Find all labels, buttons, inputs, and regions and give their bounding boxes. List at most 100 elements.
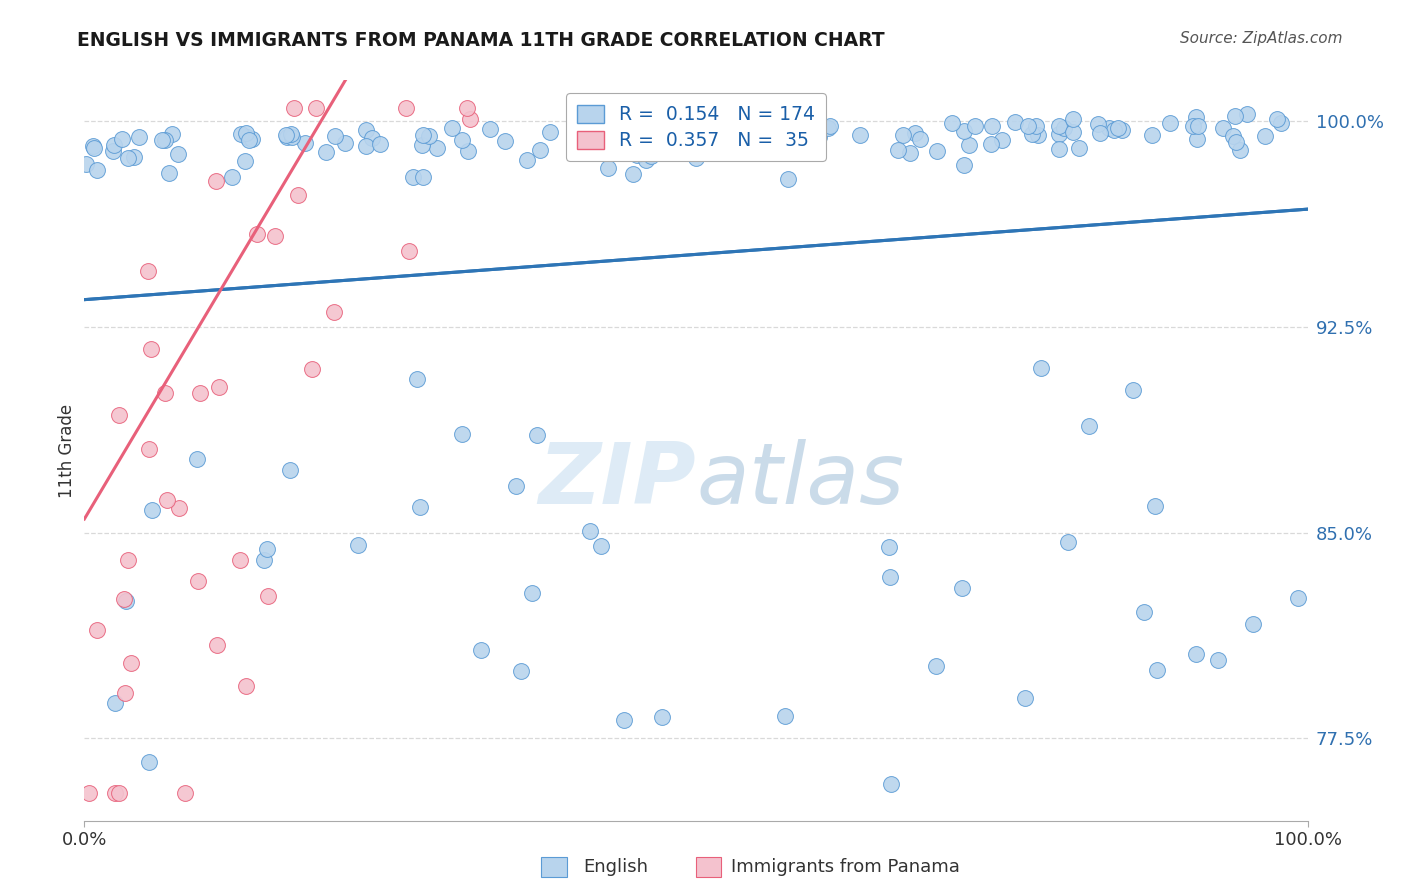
Point — [1087, 117, 1109, 131]
Point — [1047, 143, 1070, 157]
Point — [280, 128, 302, 142]
Point — [456, 101, 478, 115]
Point — [1122, 383, 1144, 397]
Point — [849, 128, 872, 142]
Point — [686, 128, 709, 143]
Point — [668, 120, 690, 134]
Point — [953, 159, 976, 173]
Point — [253, 553, 276, 567]
Point — [596, 145, 619, 160]
Point — [409, 500, 432, 514]
Point — [655, 134, 678, 148]
Point — [112, 591, 135, 606]
Point — [1223, 110, 1246, 124]
Point — [640, 149, 662, 163]
Point — [1254, 128, 1277, 143]
Point — [640, 127, 662, 141]
Point — [713, 124, 735, 138]
Point — [621, 167, 644, 181]
Point — [235, 679, 257, 693]
Point — [980, 119, 1002, 133]
Point — [581, 120, 603, 134]
Point — [1056, 534, 1078, 549]
Point — [138, 264, 160, 278]
Point — [361, 131, 384, 145]
Point — [110, 132, 132, 146]
Point — [398, 244, 420, 258]
Point — [685, 151, 707, 165]
Point — [1067, 141, 1090, 155]
Point — [1062, 125, 1084, 139]
Point — [1159, 116, 1181, 130]
Point — [1225, 136, 1247, 150]
Point — [1288, 591, 1310, 605]
Text: atlas: atlas — [696, 439, 904, 522]
Point — [713, 119, 735, 133]
Point — [1185, 132, 1208, 146]
Point — [634, 144, 657, 158]
Point — [107, 409, 129, 423]
Point — [101, 144, 124, 158]
Point — [1062, 112, 1084, 126]
Point — [776, 171, 799, 186]
Point — [1098, 121, 1121, 136]
Point — [186, 452, 208, 467]
Point — [609, 128, 631, 143]
Point — [457, 144, 479, 158]
Point — [301, 362, 323, 376]
Point — [335, 136, 357, 150]
Point — [645, 132, 668, 146]
Point — [891, 128, 914, 142]
Point — [595, 131, 617, 145]
Point — [287, 187, 309, 202]
Point — [205, 638, 228, 652]
Point — [229, 127, 252, 141]
Point — [117, 151, 139, 165]
Point — [402, 169, 425, 184]
Text: ZIP: ZIP — [538, 439, 696, 522]
Point — [1047, 119, 1070, 133]
Point — [520, 585, 543, 599]
Point — [1146, 663, 1168, 677]
Point — [613, 713, 636, 727]
Point — [817, 120, 839, 135]
Point — [1021, 127, 1043, 141]
Point — [104, 786, 127, 800]
Point — [1133, 605, 1156, 619]
Point — [187, 574, 209, 588]
Point — [208, 380, 231, 394]
Point — [596, 161, 619, 175]
Point — [233, 153, 256, 168]
Point — [925, 144, 948, 158]
Point — [1047, 127, 1070, 141]
Point — [347, 538, 370, 552]
Point — [657, 128, 679, 142]
Point — [470, 643, 492, 657]
Point — [274, 128, 297, 142]
Point — [323, 129, 346, 144]
Point — [1025, 119, 1047, 133]
Point — [1111, 123, 1133, 137]
Point — [86, 162, 108, 177]
Point — [412, 128, 434, 142]
Point — [322, 305, 344, 319]
Point — [395, 101, 418, 115]
Point — [276, 130, 298, 145]
Point — [578, 524, 600, 538]
Point — [82, 139, 104, 153]
Point — [240, 131, 263, 145]
Point — [278, 462, 301, 476]
Point — [411, 137, 433, 152]
Point — [104, 696, 127, 710]
Point — [169, 501, 191, 516]
Point — [1182, 119, 1205, 133]
Point — [1140, 128, 1163, 143]
Point — [86, 624, 108, 638]
Point — [1212, 121, 1234, 136]
Point — [634, 153, 657, 168]
Point — [1090, 126, 1112, 140]
Point — [256, 541, 278, 556]
Point — [1270, 116, 1292, 130]
Point — [589, 539, 612, 553]
Point — [735, 127, 758, 141]
